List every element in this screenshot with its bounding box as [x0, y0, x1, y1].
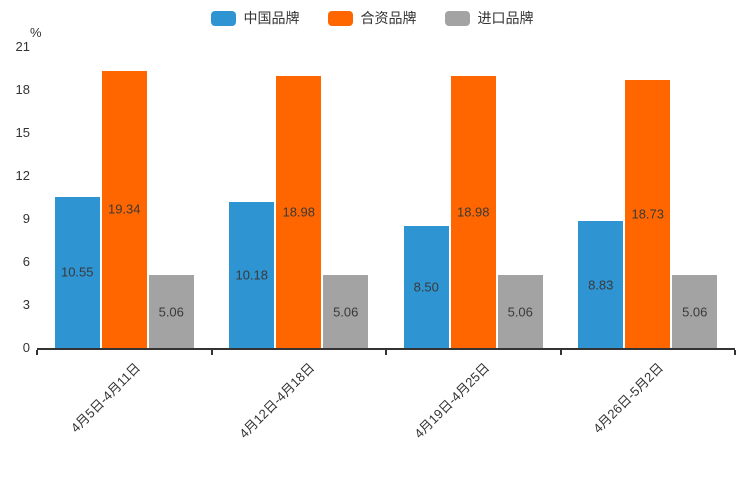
- bar: 5.06: [323, 275, 369, 348]
- bar: 18.73: [625, 79, 671, 348]
- bar: 18.98: [450, 75, 496, 348]
- legend-item: 中国品牌: [210, 8, 300, 28]
- bar: 19.34: [101, 70, 147, 348]
- plot-area: [37, 47, 735, 350]
- x-axis-label: 4月5日-4月11日: [67, 360, 143, 436]
- bar: 10.18: [229, 202, 275, 348]
- bar: 8.50: [403, 226, 449, 348]
- bar-value-label: 10.55: [60, 264, 94, 280]
- bar-value-label: 8.83: [588, 277, 614, 293]
- bar-value-label: 19.34: [107, 201, 141, 217]
- bar-value-label: 5.06: [333, 304, 359, 320]
- bar-value-label: 10.18: [235, 267, 269, 283]
- legend-label: 进口品牌: [477, 10, 534, 26]
- bar-value-label: 5.06: [158, 304, 184, 320]
- bar-value-label: 5.06: [682, 304, 708, 320]
- y-axis-unit-label: %: [30, 25, 42, 40]
- x-axis-tick: [385, 350, 387, 355]
- y-axis-tick-label: 12: [15, 168, 30, 183]
- x-axis-tick: [734, 350, 736, 355]
- bar-value-label: 5.06: [507, 304, 533, 320]
- y-axis-tick-label: 6: [22, 254, 30, 269]
- bar: 5.06: [497, 275, 543, 348]
- bar: 5.06: [148, 275, 194, 348]
- legend-label: 中国品牌: [243, 10, 300, 26]
- y-axis-tick-label: 3: [22, 297, 30, 312]
- y-axis-tick-label: 9: [22, 211, 30, 226]
- legend-label: 合资品牌: [360, 10, 417, 26]
- x-axis-label: 4月26日-5月2日: [590, 360, 667, 437]
- y-axis-tick-label: 21: [15, 39, 30, 54]
- bar-value-label: 18.98: [456, 204, 490, 220]
- bar: 18.98: [276, 75, 322, 348]
- bar-value-label: 8.50: [413, 279, 439, 295]
- x-axis-label: 4月19日-4月25日: [410, 360, 492, 442]
- y-axis-tick-label: 15: [15, 125, 30, 140]
- legend-swatch-icon: [210, 10, 236, 26]
- legend-item: 进口品牌: [444, 8, 534, 28]
- y-axis-tick-label: 18: [15, 82, 30, 97]
- x-axis-tick: [36, 350, 38, 355]
- legend-swatch-icon: [327, 10, 353, 26]
- legend-swatch-icon: [444, 10, 470, 26]
- y-axis-tick-label: 0: [22, 340, 30, 355]
- x-axis-label: 4月12日-4月18日: [236, 360, 318, 442]
- bar-value-label: 18.98: [282, 204, 316, 220]
- chart-legend: 中国品牌 合资品牌 进口品牌: [0, 8, 744, 28]
- bar: 10.55: [54, 196, 100, 348]
- bar: 5.06: [672, 275, 718, 348]
- bar: 8.83: [578, 221, 624, 348]
- legend-item: 合资品牌: [327, 8, 417, 28]
- x-axis-tick: [559, 350, 562, 355]
- bar-value-label: 18.73: [631, 206, 665, 222]
- x-axis-tick: [210, 350, 213, 355]
